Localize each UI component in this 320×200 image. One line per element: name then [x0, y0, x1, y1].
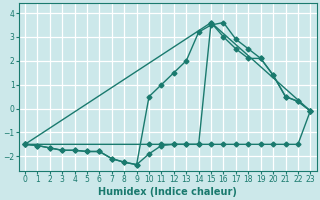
X-axis label: Humidex (Indice chaleur): Humidex (Indice chaleur): [98, 187, 237, 197]
